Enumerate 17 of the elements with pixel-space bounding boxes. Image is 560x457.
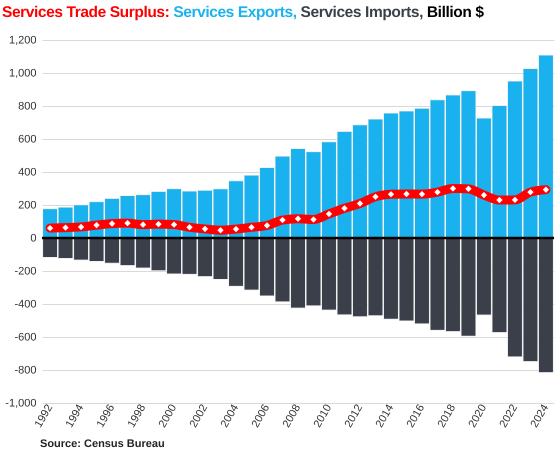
- source-note: Source: Census Bureau: [40, 438, 165, 450]
- y-tick-label: 400: [18, 166, 36, 178]
- y-tick-label: 1,200: [8, 34, 36, 46]
- chart-title: Billion $: [426, 4, 484, 21]
- text: Services Trade Surplus:: [2, 4, 170, 21]
- y-tick-label: 0: [30, 232, 36, 244]
- y-tick-label: -800: [14, 364, 36, 376]
- y-tick-label: -400: [14, 298, 36, 310]
- y-tick-label: 200: [18, 200, 36, 212]
- y-tick-label: -1,000: [5, 398, 36, 410]
- y-tick-label: 1,000: [8, 68, 36, 80]
- text: Services Imports,: [300, 4, 424, 21]
- y-tick-label: -600: [14, 332, 36, 344]
- text: Services Exports,: [173, 4, 298, 21]
- y-tick-label: -200: [14, 266, 36, 278]
- y-tick-label: 600: [18, 134, 36, 146]
- y-tick-label: 800: [18, 100, 36, 112]
